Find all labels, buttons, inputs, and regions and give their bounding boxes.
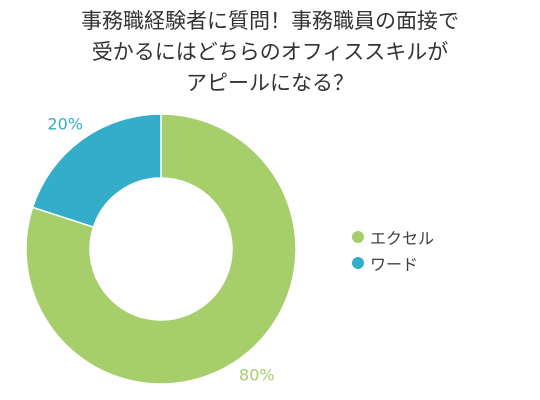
legend-swatch-word: [352, 257, 364, 269]
value-label-excel: 80%: [239, 365, 275, 384]
legend-label-word: ワード: [370, 255, 419, 274]
chart-title: 事務職経験者に質問！事務職員の面接で 受かるにはどちらのオフィススキルが アピー…: [0, 6, 540, 99]
legend-label-excel: エクセル: [370, 229, 435, 248]
slice-excel: [25, 113, 297, 385]
slice-word: [31, 113, 162, 229]
legend-item-word: ワード: [352, 250, 434, 276]
value-label-word: 20%: [47, 115, 83, 134]
chart-title-line-3: アピールになる？: [186, 71, 354, 95]
chart-legend: エクセル ワード: [352, 224, 434, 276]
legend-swatch-excel: [352, 231, 364, 243]
chart-title-line-1: 事務職経験者に質問！事務職員の面接で: [81, 9, 459, 33]
legend-item-excel: エクセル: [352, 224, 434, 250]
chart-title-line-2: 受かるにはどちらのオフィススキルが: [91, 40, 449, 64]
